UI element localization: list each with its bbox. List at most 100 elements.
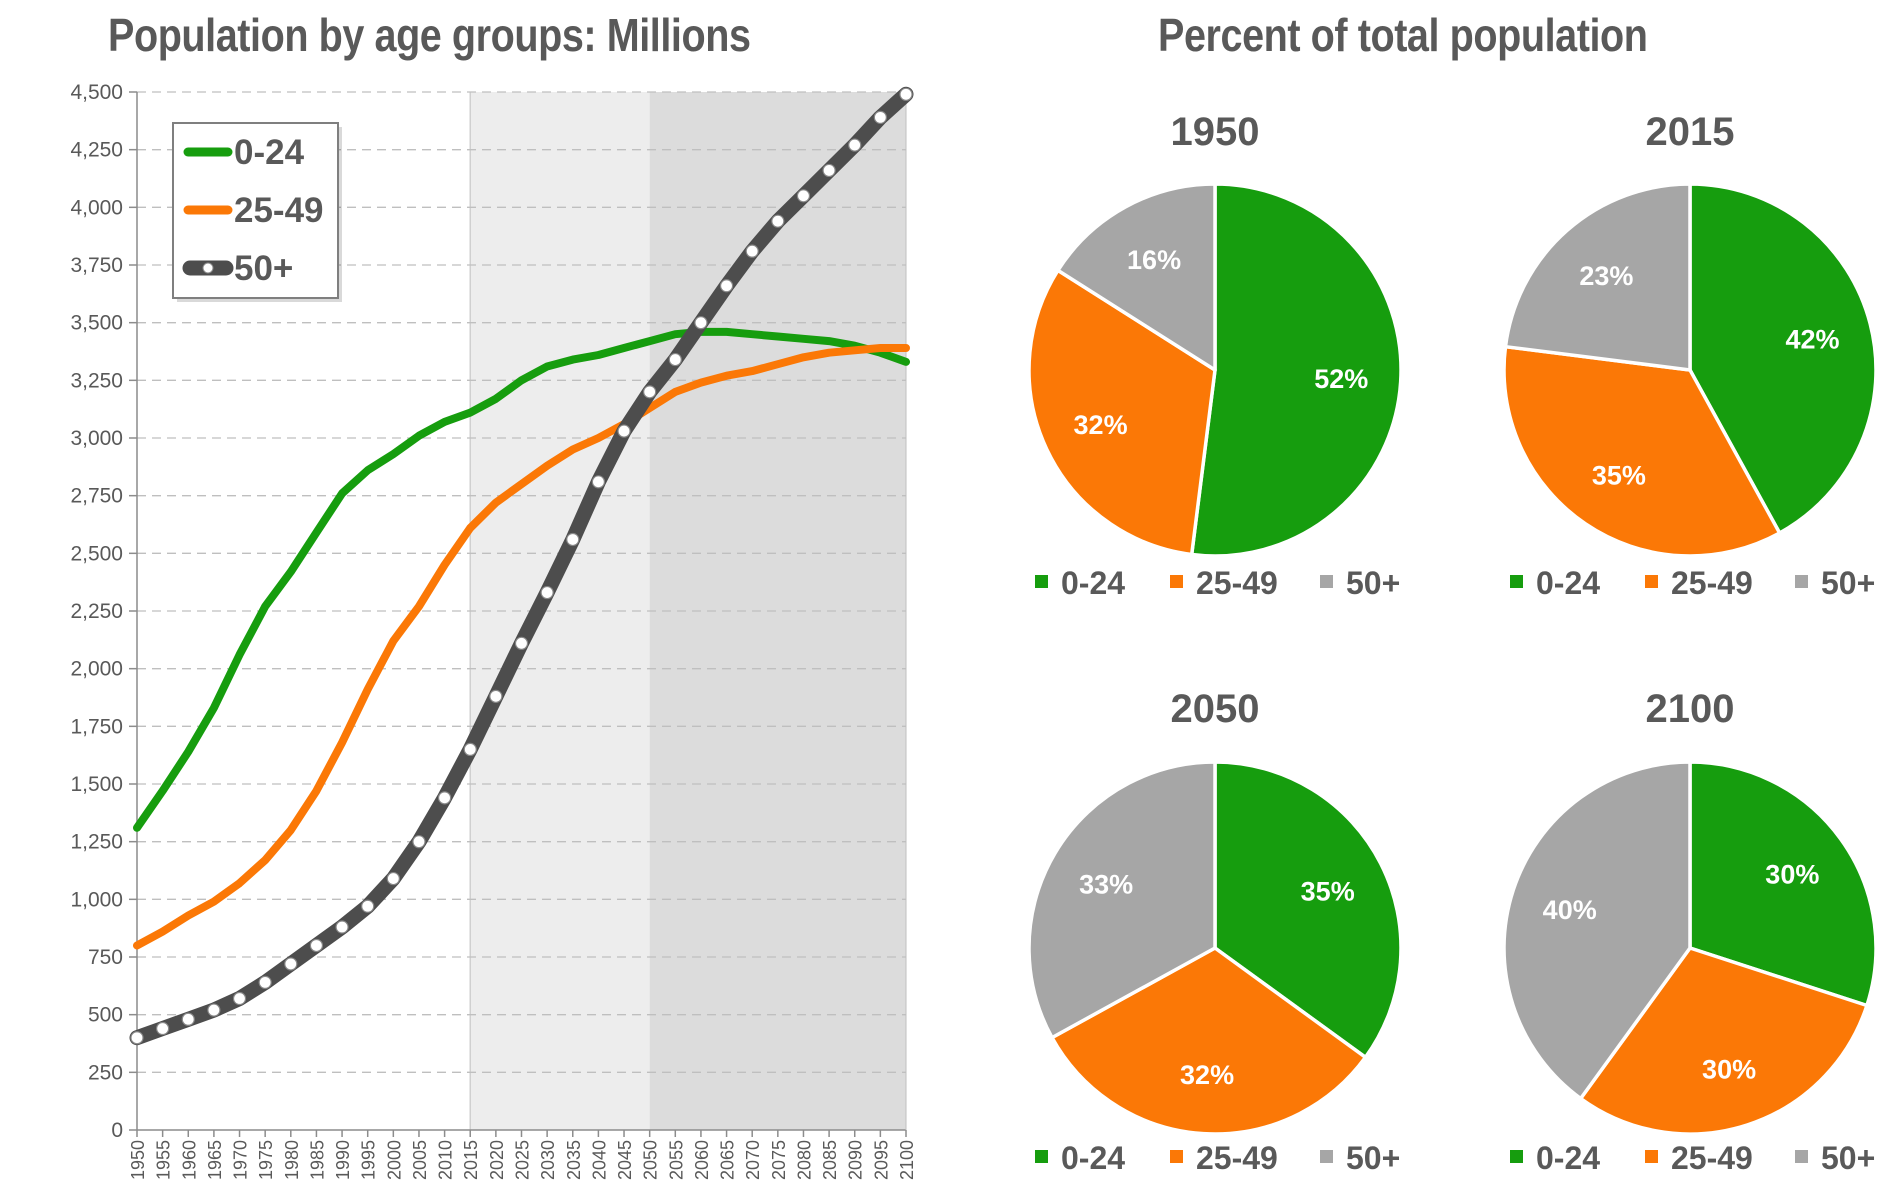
pie-slice-50+ <box>1502 760 1692 1101</box>
y-tick-label: 750 <box>88 946 123 969</box>
pie-value-label: 35% <box>1592 461 1646 491</box>
pie-legend-swatch <box>1795 1150 1808 1163</box>
pie-panel-2050: 2050 35% 32% 33% 0-24 25-49 50+ <box>1027 687 1403 1176</box>
line-chart-legend: 0-24 25-49 50+ <box>172 122 342 302</box>
series-2549-line <box>133 344 910 950</box>
x-tick-label: 2015 <box>461 1140 481 1180</box>
pie-value-label: 30% <box>1702 1054 1756 1084</box>
data-point <box>412 835 426 849</box>
x-tick-label: 1960 <box>179 1140 199 1180</box>
x-tick-label: 2030 <box>538 1140 558 1180</box>
pie-year-title: 2015 <box>1646 110 1735 154</box>
x-tick-label: 2000 <box>384 1140 404 1180</box>
data-point <box>386 871 400 886</box>
x-tick-label: 2065 <box>718 1140 738 1180</box>
x-tick-label: 1950 <box>128 1140 148 1180</box>
pie-legend-label: 25-49 <box>1196 1140 1278 1176</box>
x-tick-label: 2035 <box>564 1140 584 1180</box>
y-tick-label: 250 <box>88 1061 123 1084</box>
data-point <box>848 138 862 152</box>
x-tick-label: 2045 <box>615 1140 635 1180</box>
pie-legend-swatch <box>1035 575 1048 588</box>
data-point <box>745 244 759 258</box>
pie-legend-swatch <box>1320 575 1333 588</box>
x-tick-label: 2095 <box>871 1140 891 1180</box>
x-tick-label: 2055 <box>666 1140 686 1180</box>
pie-slice-50+ <box>1027 760 1217 1040</box>
pie-slice-25-49 <box>1578 946 1869 1136</box>
y-tick-label: 3,500 <box>70 312 123 335</box>
data-point <box>771 214 785 228</box>
data-point <box>130 1031 144 1045</box>
x-tick-label: 1985 <box>307 1140 327 1180</box>
legend-label: 25-49 <box>234 191 324 230</box>
x-tick-label: 1990 <box>333 1140 353 1180</box>
x-tick-label: 1995 <box>359 1140 379 1180</box>
data-point <box>668 352 682 367</box>
x-tick-label: 2040 <box>589 1140 609 1180</box>
pie-value-label: 32% <box>1180 1060 1234 1090</box>
y-tick-label: 500 <box>88 1004 123 1027</box>
pie-legend-label: 0-24 <box>1061 1140 1125 1176</box>
pie-value-label: 40% <box>1543 895 1597 925</box>
x-tick-label: 2060 <box>692 1140 712 1180</box>
pie-legend-label: 0-24 <box>1061 565 1125 601</box>
pie-value-label: 16% <box>1127 245 1181 275</box>
pie-slice-25-49 <box>1502 344 1782 558</box>
data-point <box>309 938 324 953</box>
data-point <box>181 1012 195 1026</box>
data-point <box>719 279 734 293</box>
y-tick-label: 2,250 <box>70 600 123 623</box>
legend-marker <box>202 262 214 274</box>
data-point <box>617 424 631 438</box>
line-chart-title: Population by age groups: Millions <box>108 9 751 61</box>
x-tick-label: 2025 <box>513 1140 533 1180</box>
x-tick-label: 2070 <box>743 1140 763 1180</box>
data-point <box>438 791 452 805</box>
pie-charts-title: Percent of total population <box>1158 9 1648 61</box>
y-tick-label: 2,750 <box>70 485 123 508</box>
data-point <box>207 1003 221 1017</box>
pie-legend-label: 50+ <box>1821 1140 1875 1176</box>
pie-slice-25-49 <box>1050 946 1368 1136</box>
pie-legend-swatch <box>1510 575 1523 588</box>
y-tick-label: 1,250 <box>70 831 123 854</box>
legend-label: 50+ <box>234 249 293 288</box>
pie-panel-2100: 2100 30% 30% 40% 0-24 25-49 50+ <box>1502 687 1878 1176</box>
x-tick-label: 1975 <box>256 1140 276 1180</box>
x-tick-label: 2090 <box>846 1140 866 1180</box>
pie-value-label: 35% <box>1301 877 1355 907</box>
pie-value-label: 23% <box>1579 261 1633 291</box>
y-tick-label: 1,000 <box>70 888 123 911</box>
pie-legend-swatch <box>1170 1150 1183 1163</box>
pie-legend-swatch <box>1510 1150 1523 1163</box>
x-tick-label: 2075 <box>769 1140 789 1180</box>
x-tick-label: 2050 <box>641 1140 661 1180</box>
y-tick-label: 0 <box>111 1119 123 1142</box>
pie-legend-swatch <box>1170 575 1183 588</box>
data-point <box>514 636 529 650</box>
data-point <box>643 385 657 399</box>
pie-legend-swatch <box>1645 1150 1658 1163</box>
pie-legend-swatch <box>1645 575 1658 588</box>
x-tick-label: 2010 <box>436 1140 456 1180</box>
pie-legend-swatch <box>1320 1150 1333 1163</box>
x-tick-label: 2085 <box>820 1140 840 1180</box>
data-point <box>873 110 887 124</box>
pie-legend-label: 50+ <box>1821 565 1875 601</box>
pie-legend-swatch <box>1035 1150 1048 1163</box>
pie-slice-0-24 <box>1189 182 1403 558</box>
pie-legend-label: 25-49 <box>1196 565 1278 601</box>
pie-slice-50+ <box>1056 182 1217 372</box>
data-point <box>232 991 247 1006</box>
pie-legend-label: 0-24 <box>1536 1140 1600 1176</box>
data-point <box>489 689 503 703</box>
pie-legend-label: 0-24 <box>1536 565 1600 601</box>
data-point <box>822 163 836 178</box>
data-point <box>796 189 811 203</box>
pie-panel-2015: 2015 42% 35% 23% 0-24 25-49 50+ <box>1502 110 1878 601</box>
data-point <box>284 957 298 971</box>
data-point <box>258 975 272 989</box>
x-tick-label: 2080 <box>794 1140 814 1180</box>
